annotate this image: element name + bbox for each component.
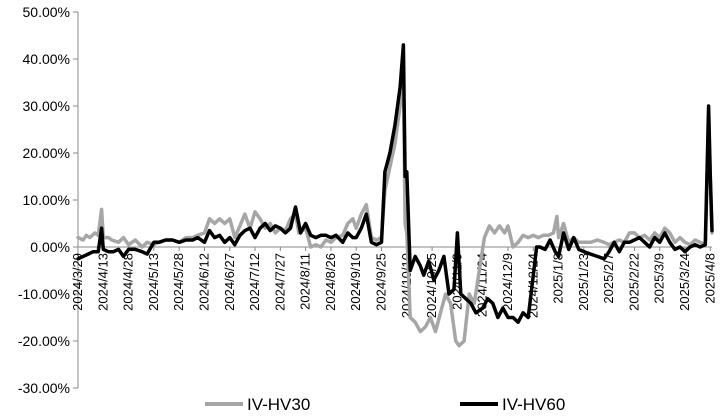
x-tick-label: 2024/9/10 bbox=[348, 253, 363, 311]
x-tick-label: 2024/8/26 bbox=[323, 253, 338, 311]
x-tick-label: 2024/9/25 bbox=[374, 253, 389, 311]
x-tick-label: 2024/10/25 bbox=[424, 253, 439, 318]
legend-label: IV-HV60 bbox=[502, 395, 565, 414]
x-tick-label: 2024/3/29 bbox=[70, 253, 85, 311]
x-tick-label: 2025/3/24 bbox=[677, 253, 692, 311]
series-layer bbox=[76, 43, 714, 348]
legend: IV-HV30 IV-HV60 bbox=[205, 395, 565, 414]
y-axis: -30.00% -20.00% -10.00% 0.00% 10.00% 20.00% 30… bbox=[18, 4, 79, 396]
x-tick-label: 2024/7/12 bbox=[247, 253, 262, 311]
x-tick-label: 2024/5/13 bbox=[146, 253, 161, 311]
y-tick-label: 40.00% bbox=[23, 51, 70, 67]
x-tick-label: 2024/5/28 bbox=[171, 253, 186, 311]
y-tick-label: -30.00% bbox=[18, 380, 70, 396]
legend-label: IV-HV30 bbox=[247, 395, 310, 414]
x-tick-label: 2024/7/27 bbox=[272, 253, 287, 311]
x-tick-label: 2025/4/8 bbox=[702, 253, 717, 304]
y-tick-label: 30.00% bbox=[23, 98, 70, 114]
x-tick-label: 2024/6/27 bbox=[222, 253, 237, 311]
x-tick-label: 2025/3/9 bbox=[652, 253, 667, 304]
y-tick-label: 20.00% bbox=[23, 145, 70, 161]
x-tick-label: 2024/6/12 bbox=[196, 253, 211, 311]
y-tick-label: -20.00% bbox=[18, 333, 70, 349]
y-tick-label: 50.00% bbox=[23, 4, 70, 20]
x-tick-label: 2024/4/28 bbox=[121, 253, 136, 311]
y-tick-label: 10.00% bbox=[23, 192, 70, 208]
x-axis: 2024/3/29 2024/4/13 2024/4/28 2024/5/13 2024… bbox=[70, 246, 717, 318]
x-tick-label: 2024/8/11 bbox=[298, 253, 313, 310]
series-line-iv-hv60 bbox=[76, 43, 714, 324]
x-tick-label: 2024/4/13 bbox=[95, 253, 110, 311]
x-tick-label: 2025/1/23 bbox=[576, 253, 591, 311]
x-tick-label: 2025/1/8 bbox=[551, 253, 566, 304]
x-tick-label: 2025/2/7 bbox=[601, 253, 616, 304]
y-tick-label: 0.00% bbox=[30, 239, 70, 255]
x-tick-label: 2025/2/22 bbox=[626, 253, 641, 311]
x-tick-label: 2024/12/9 bbox=[500, 253, 515, 311]
y-tick-label: -10.00% bbox=[18, 286, 70, 302]
